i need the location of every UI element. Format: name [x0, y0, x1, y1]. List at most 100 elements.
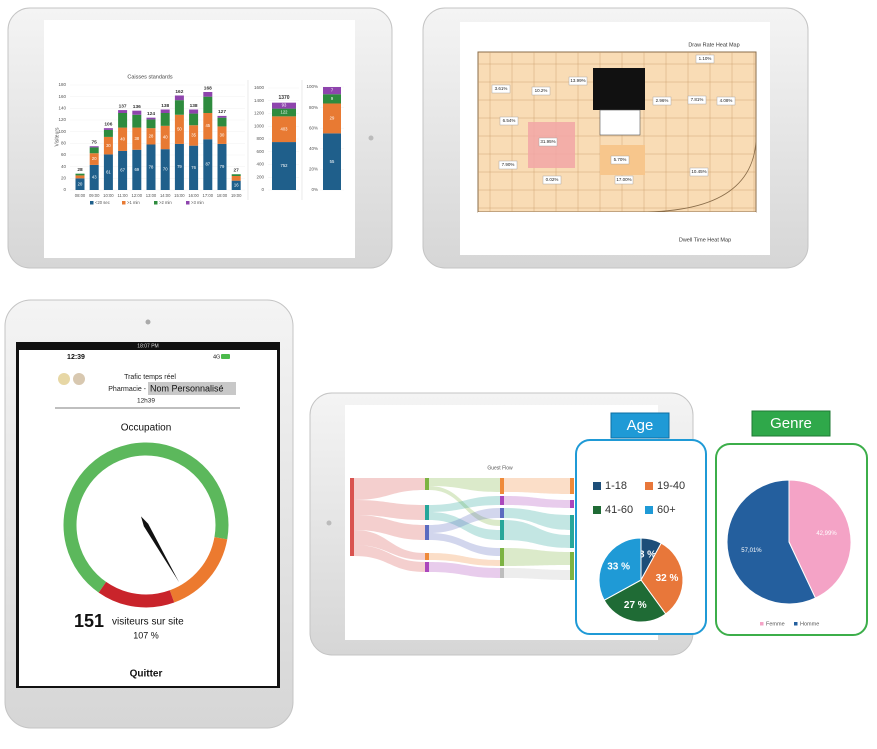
- y-tick-label: 400: [256, 162, 264, 167]
- legend-swatch: [593, 506, 601, 514]
- sankey-flow: [429, 562, 500, 578]
- network: 4G: [213, 354, 220, 360]
- zone-label-box: [499, 116, 519, 126]
- bar-segment: [132, 110, 142, 115]
- y-tick-label: 200: [256, 174, 264, 179]
- map-caption: Dwell Time Heat Map: [679, 237, 731, 243]
- y-tick-label: 1600: [254, 85, 265, 90]
- data-label: 38: [134, 136, 139, 141]
- legend-swatch: [760, 622, 764, 626]
- sankey-title: Guest Flow: [487, 465, 513, 471]
- sankey-node: [570, 552, 574, 580]
- zone-label-box: [614, 175, 634, 185]
- y-tick-label: 80: [61, 141, 67, 146]
- x-tick-label: 11:00: [118, 193, 129, 198]
- legend-swatch: [90, 201, 94, 205]
- zone-label: 13.99%: [570, 78, 585, 83]
- sankey-flow: [504, 478, 570, 494]
- data-label: 20: [92, 156, 97, 161]
- x-tick-label: 17:00: [203, 193, 214, 198]
- bar-segment: [89, 147, 99, 154]
- x-tick-label: 18:00: [217, 193, 228, 198]
- x-tick-label: 16:00: [188, 193, 199, 198]
- y-tick-label: 1000: [254, 123, 265, 128]
- bar-segment: [160, 109, 170, 113]
- zone-label: 0.02%: [546, 177, 559, 182]
- tablet-screen: [44, 20, 355, 258]
- bar-segment: [217, 117, 227, 127]
- total-label: 168: [204, 85, 212, 91]
- sankey-flow: [429, 512, 500, 540]
- y-tick-label: 20: [61, 176, 67, 181]
- data-label: 20: [78, 181, 83, 186]
- y-tick-label: 60: [61, 152, 67, 157]
- sankey-flow: [354, 478, 425, 500]
- total-label: 1370: [278, 95, 289, 101]
- battery: [221, 354, 230, 359]
- sankey-node: [500, 568, 504, 578]
- bar-segment: [189, 109, 199, 114]
- pie-slice: [788, 479, 852, 599]
- zone-label: 7.90%: [502, 162, 515, 167]
- clock: 12:39: [67, 354, 85, 361]
- sankey-node: [350, 478, 354, 556]
- legend-label: 41-60: [605, 504, 633, 516]
- zone-label: 31.95%: [540, 139, 555, 144]
- zone-label-box: [542, 175, 562, 185]
- data-label: 61: [106, 169, 111, 174]
- pie-label: 27 %: [624, 600, 647, 611]
- bar-segment: [323, 87, 341, 95]
- y-tick-label: 1400: [254, 98, 265, 103]
- total-label: 75: [92, 140, 98, 146]
- camera: [145, 319, 151, 325]
- legend-label: 60+: [657, 504, 676, 516]
- y-tick-label: 40: [61, 164, 67, 169]
- map-title: Draw Rate Heat Map: [688, 42, 739, 48]
- x-tick-label: 12:00: [132, 193, 143, 198]
- bar-segment: [75, 173, 85, 176]
- sankey-node: [425, 478, 429, 490]
- bar-segment: [75, 178, 85, 190]
- legend-label: >2 min: [159, 200, 172, 205]
- zone-label: 1.10%: [699, 56, 712, 61]
- y-tick-label: 0%: [311, 187, 318, 192]
- sankey-flow: [504, 568, 570, 580]
- legend-label: <20 sec: [95, 200, 110, 205]
- bar-segment: [103, 154, 113, 190]
- pie-label: 32 %: [656, 573, 679, 584]
- bar-segment: [203, 96, 213, 113]
- visitor-label: visiteurs sur site: [112, 617, 184, 628]
- card-title: Genre: [770, 415, 812, 432]
- zone-label: 10.45%: [691, 169, 706, 174]
- site-name: Nom Personnalisé: [150, 383, 224, 393]
- quit-button[interactable]: Quitter: [130, 669, 163, 680]
- y-tick-label: 80%: [309, 105, 318, 110]
- bar-segment: [174, 114, 184, 144]
- logo: [73, 373, 85, 385]
- data-label: 69: [134, 167, 139, 172]
- legend-swatch: [122, 201, 126, 205]
- pie-slice: [603, 579, 667, 623]
- camera: [326, 520, 332, 526]
- x-tick-label: 15:00: [174, 193, 185, 198]
- legend-swatch: [186, 201, 190, 205]
- zone-label-box: [687, 95, 707, 105]
- total-label: 27: [234, 168, 240, 174]
- bar-segment: [118, 113, 128, 128]
- total-label: 124: [147, 111, 155, 117]
- plan-zone: [593, 68, 645, 110]
- total-label: 127: [218, 109, 226, 115]
- bar-segment: [189, 125, 199, 146]
- sankey-flow: [429, 533, 500, 556]
- zone-label: 10.2%: [535, 88, 548, 93]
- total-label: 138: [161, 103, 169, 109]
- y-tick-label: 40%: [309, 146, 318, 151]
- bar-segment: [118, 110, 128, 113]
- legend-swatch: [593, 482, 601, 490]
- y-tick-label: 1200: [254, 111, 265, 116]
- bar-segment: [217, 115, 227, 118]
- bar-segment: [146, 144, 156, 190]
- bar-segment: [323, 103, 341, 134]
- x-tick-label: 13:00: [146, 193, 157, 198]
- data-label: 79: [220, 164, 225, 169]
